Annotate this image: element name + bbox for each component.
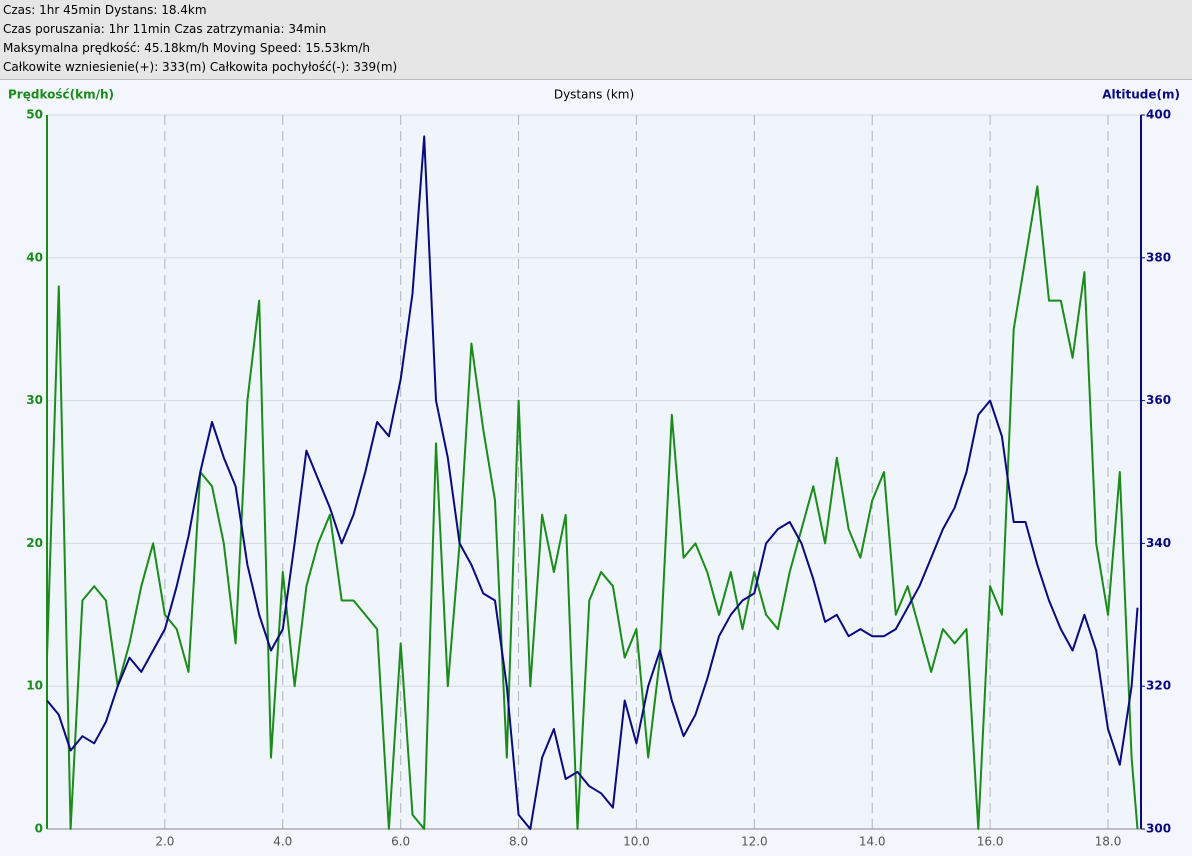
x-tick-label: 12.0 — [741, 835, 768, 849]
y-tick-label: 10 — [26, 679, 43, 693]
y-axis-label: Prędkość(km/h) — [8, 88, 114, 102]
y-tick-label: 20 — [26, 536, 43, 550]
y2-tick-label: 300 — [1146, 822, 1171, 836]
stat-line: Czas: 1hr 45min Dystans: 18.4km — [3, 3, 207, 17]
y2-tick-label: 400 — [1146, 108, 1171, 122]
y2-tick-label: 380 — [1146, 250, 1171, 264]
y2-axis-label: Altitude(m) — [1102, 88, 1180, 102]
stat-line: Czas poruszania: 1hr 11min Czas zatrzyma… — [3, 22, 327, 36]
stat-line: Całkowite wzniesienie(+): 333(m) Całkowi… — [3, 60, 398, 74]
stats-header: Czas: 1hr 45min Dystans: 18.4km Czas por… — [0, 0, 1192, 80]
x-tick-label: 2.0 — [155, 835, 174, 849]
plot-area — [47, 115, 1141, 829]
y-tick-label: 0 — [35, 822, 43, 836]
stat-line: Maksymalna prędkość: 45.18km/h Moving Sp… — [3, 41, 371, 55]
x-tick-label: 16.0 — [977, 835, 1004, 849]
x-tick-label: 18.0 — [1095, 835, 1122, 849]
x-tick-label: 14.0 — [859, 835, 886, 849]
x-axis-label: Dystans (km) — [554, 88, 634, 102]
series-line — [46, 185, 1139, 830]
y2-tick-label: 360 — [1146, 393, 1171, 407]
y-tick-label: 50 — [26, 108, 43, 122]
series-line — [46, 135, 1139, 830]
x-tick-label: 8.0 — [509, 835, 528, 849]
y2-tick-label: 320 — [1146, 679, 1171, 693]
y-tick-label: 40 — [26, 250, 43, 264]
x-tick-label: 10.0 — [623, 835, 650, 849]
y2-tick-label: 340 — [1146, 536, 1171, 550]
x-tick-label: 4.0 — [273, 835, 292, 849]
y-tick-label: 30 — [26, 393, 43, 407]
x-tick-label: 6.0 — [391, 835, 410, 849]
